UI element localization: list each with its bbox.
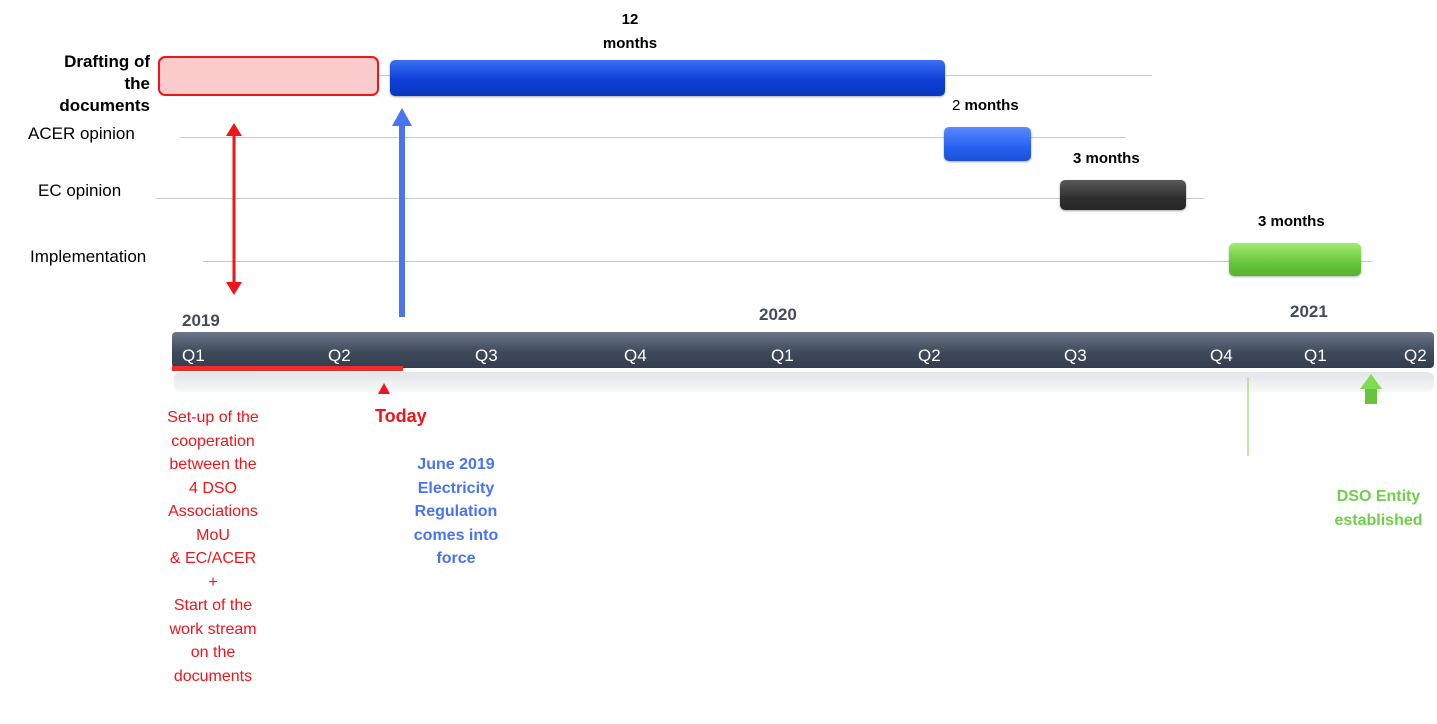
row-label-implementation: Implementation <box>30 247 147 266</box>
blue-up-arrow <box>392 108 412 317</box>
bar-implementation <box>1229 243 1361 276</box>
bar-acer-opinion <box>944 127 1031 161</box>
regulation-note-line: Regulation <box>414 503 498 520</box>
regulation-note: June 2019 Electricity Regulation comes i… <box>386 453 526 571</box>
row-label-ec: EC opinion <box>38 181 122 200</box>
dso-entity-note-line: DSO Entity <box>1336 488 1421 505</box>
bar-drafting-setup <box>158 56 379 96</box>
quarter-label: Q2 <box>1404 346 1427 365</box>
duration-drafting-number: 12 <box>621 11 639 28</box>
quarter-label: Q4 <box>624 346 647 365</box>
timeline-axis <box>172 332 1434 368</box>
dso-entity-note-line: established <box>1334 511 1423 529</box>
duration-drafting: 12 months <box>580 8 680 56</box>
duration-acer-number: 2 <box>952 97 961 114</box>
today-marker-icon <box>378 383 390 394</box>
year-2019: 2019 <box>182 311 220 330</box>
quarter-label: Q2 <box>328 346 351 365</box>
duration-acer: 2 months <box>952 97 1019 114</box>
guide-line-implementation <box>203 261 1372 262</box>
regulation-note-line: June 2019 <box>417 456 495 473</box>
setup-note-line: on the <box>190 644 236 661</box>
setup-note-line: + <box>208 573 218 591</box>
quarter-label: Q3 <box>1064 346 1087 365</box>
quarter-label: Q2 <box>918 346 941 365</box>
dso-entity-arrow-icon <box>1360 374 1382 404</box>
guide-line-acer <box>180 137 1126 138</box>
setup-note-line: cooperation <box>171 432 255 450</box>
guide-line-ec <box>156 198 1204 199</box>
duration-implementation: 3 months <box>1258 213 1325 230</box>
year-2021: 2021 <box>1290 302 1328 321</box>
bar-drafting-12-months <box>390 60 945 96</box>
quarter-label: Q1 <box>1304 346 1327 365</box>
quarter-label: Q1 <box>182 346 205 365</box>
quarter-label: Q3 <box>475 346 498 365</box>
elapsed-time-marker <box>172 366 403 371</box>
regulation-note-line: comes into <box>413 526 499 544</box>
setup-note-line: between the <box>169 456 257 473</box>
row-label-drafting: Drafting of the documents <box>59 52 150 115</box>
quarter-label: Q4 <box>1210 346 1233 365</box>
year-2020: 2020 <box>759 305 797 324</box>
duration-drafting-unit: months <box>602 35 658 52</box>
setup-note-line: documents <box>173 667 253 685</box>
setup-note-line: Associations <box>168 503 258 520</box>
dso-entity-note: DSO Entity established <box>1322 485 1435 532</box>
duration-ec: 3 months <box>1073 150 1140 167</box>
duration-acer-unit: months <box>964 97 1019 114</box>
bar-ec-opinion <box>1060 180 1186 210</box>
setup-note-line: MoU <box>196 526 230 544</box>
setup-note-line: Start of the <box>173 597 253 614</box>
setup-note: Set-up of the cooperation between the 4 … <box>140 406 286 688</box>
regulation-note-line: force <box>436 550 476 567</box>
quarter-label: Q1 <box>771 346 794 365</box>
setup-note-line: & EC/ACER <box>169 550 257 567</box>
red-double-arrow <box>226 123 242 295</box>
timeline-axis-shadow <box>174 372 1434 392</box>
setup-note-line: work stream <box>169 620 257 638</box>
setup-note-line: Set-up of the <box>167 409 259 426</box>
row-label-acer: ACER opinion <box>28 124 135 143</box>
today-label: Today <box>375 406 427 426</box>
setup-note-line: 4 DSO <box>188 479 237 497</box>
regulation-note-line: Electricity <box>417 479 495 497</box>
